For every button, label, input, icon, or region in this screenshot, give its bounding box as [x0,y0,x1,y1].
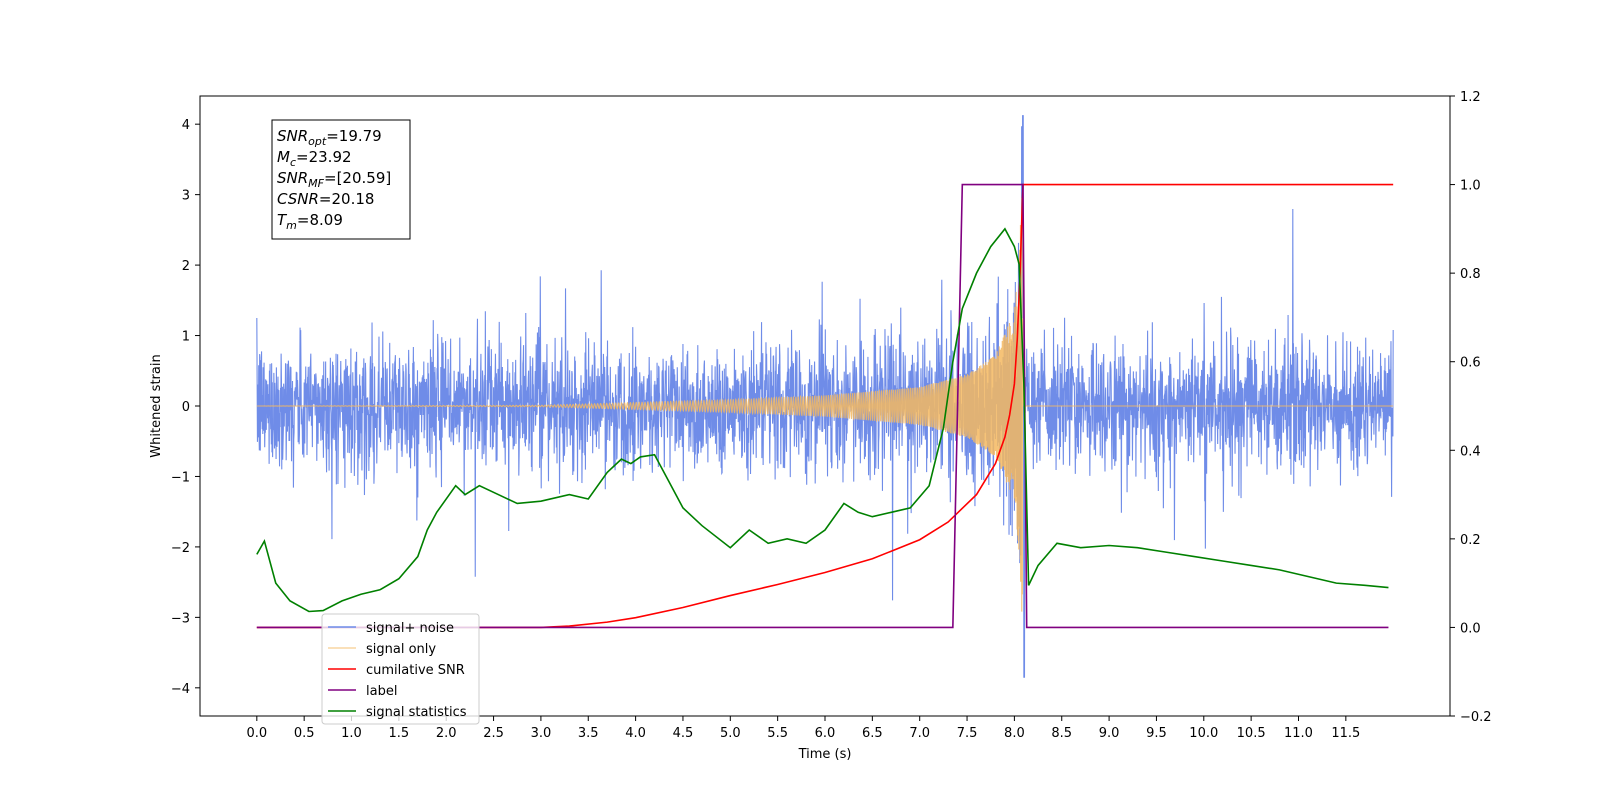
legend-label: signal only [366,642,436,657]
x-tick-label: 0.5 [294,726,315,741]
x-tick-label: 9.0 [1099,726,1120,741]
x-tick-label: 0.0 [246,726,267,741]
x-tick-label: 7.5 [957,726,978,741]
info-box-frame [271,119,411,240]
legend-label: signal statistics [366,705,467,720]
y-right-tick-label: 0.0 [1460,621,1481,636]
legend-label: signal+ noise [366,621,454,636]
y-right-tick-label: 0.4 [1460,444,1481,459]
series-label [256,183,1389,629]
y-right-tick-label: −0.2 [1460,710,1492,725]
x-tick-label: 3.5 [578,726,599,741]
series-signal-statistics [256,227,1389,613]
legend-label: cumilative SNR [366,663,465,678]
info-line: CSNR=20.18 [277,190,374,208]
series-signal-only [256,198,1394,612]
x-tick-label: 8.0 [1004,726,1025,741]
ticks: 0.0 0.5 1.0 1.5 2.0 2.5 3.0 3.5 4.0 4.5 5.0 5.5 6.0 6… [171,90,1492,741]
y-right-tick-label: 0.2 [1460,533,1481,548]
x-tick-label: 6.5 [862,726,883,741]
x-tick-label: 5.5 [767,726,788,741]
info-symbol: SNR [277,127,308,145]
x-tick-label: 8.5 [1051,726,1072,741]
info-line: Mc=23.92 [277,148,352,169]
x-tick-label: 4.5 [673,726,694,741]
x-axis-label: Time (s) [798,747,852,762]
plot-area [256,115,1394,678]
info-symbol: T [277,211,288,229]
y-right-tick-label: 1.0 [1460,179,1481,194]
x-tick-label: 1.5 [389,726,410,741]
x-tick-label: 11.0 [1284,726,1313,741]
y-tick-label: −2 [171,541,190,556]
info-value: =8.09 [297,211,343,229]
x-tick-label: 3.0 [531,726,552,741]
y-tick-label: 0 [182,400,190,415]
x-tick-label: 1.0 [341,726,362,741]
x-tick-label: 6.0 [815,726,836,741]
series-signal-noise [256,115,1394,678]
legend-label: label [366,684,397,699]
info-symbol: SNR [277,169,308,187]
info-line: SNRMF=[20.59] [277,169,391,190]
info-line: Tm=8.09 [277,211,343,232]
y-axis-label: Whitened strain [149,354,164,457]
x-tick-label: 10.5 [1237,726,1266,741]
y-right-tick-label: 1.2 [1460,90,1481,105]
y-tick-label: 1 [182,330,190,345]
x-tick-label: 2.5 [483,726,504,741]
y-tick-label: 4 [182,118,190,133]
legend: signal+ noise signal only cumilative SNR la… [321,613,480,725]
x-tick-label: 7.0 [909,726,930,741]
x-tick-label: 9.5 [1146,726,1167,741]
y-tick-label: 2 [182,259,190,274]
info-value: =19.79 [326,127,382,145]
info-value: =23.92 [296,148,352,166]
info-symbol: M [277,148,290,166]
info-value: =[20.59] [324,169,391,187]
info-symbol: CSNR [277,190,319,208]
series-cumulative-snr [256,183,1394,629]
info-value: =20.18 [319,190,375,208]
legend-frame [321,613,480,725]
y-tick-label: −4 [171,682,190,697]
x-tick-label: 4.0 [625,726,646,741]
y-tick-label: 3 [182,189,190,204]
y-tick-label: −1 [171,470,190,485]
x-tick-label: 2.0 [436,726,457,741]
info-subscript: opt [308,135,327,148]
x-tick-label: 5.0 [720,726,741,741]
x-tick-label: 10.0 [1189,726,1218,741]
x-tick-label: 11.5 [1331,726,1360,741]
y-right-tick-label: 0.6 [1460,356,1481,371]
info-subscript: c [290,156,296,169]
info-subscript: MF [308,177,324,190]
info-line: SNRopt=19.79 [277,127,382,148]
info-box: SNRopt=19.79Mc=23.92SNRMF=[20.59]CSNR=20… [271,119,411,240]
info-subscript: m [286,219,297,232]
y-right-tick-label: 0.8 [1460,267,1481,282]
y-tick-label: −3 [171,611,190,626]
